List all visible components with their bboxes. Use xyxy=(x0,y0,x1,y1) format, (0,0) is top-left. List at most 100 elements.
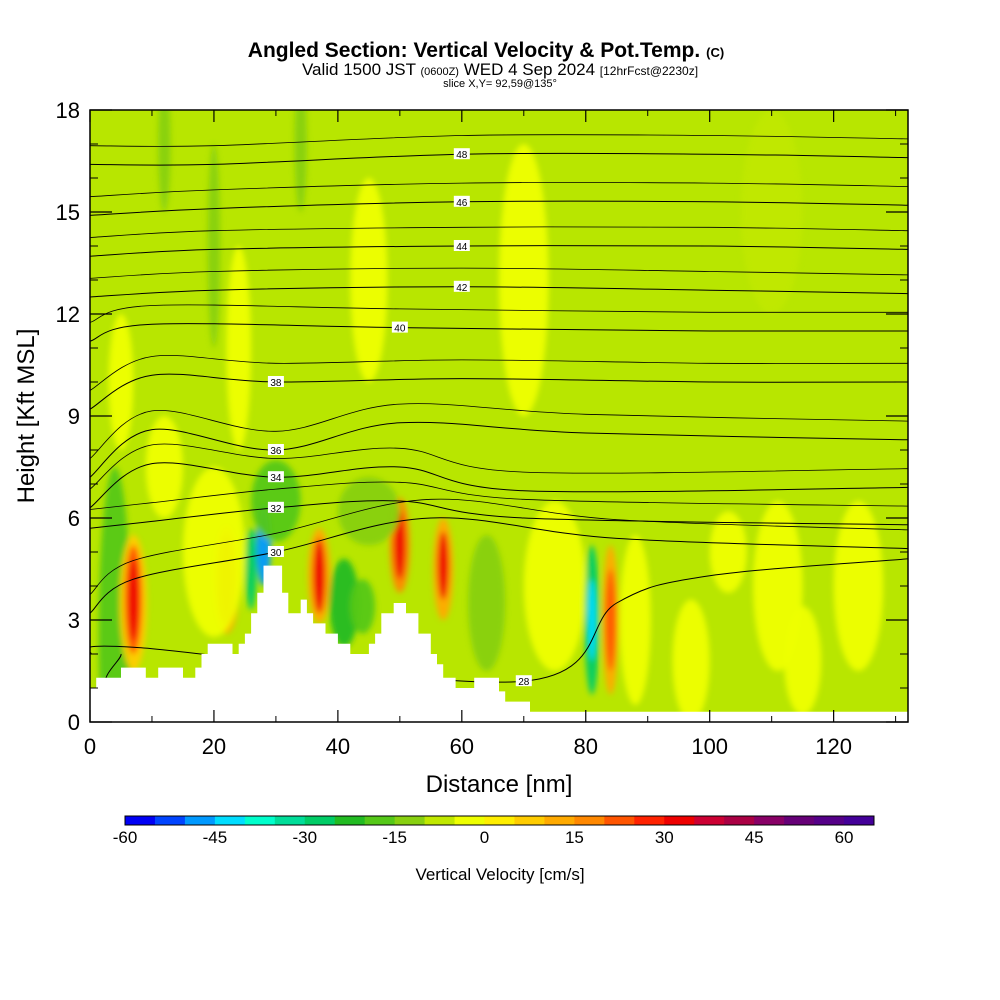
colorbar-swatch xyxy=(394,816,426,825)
theta-contour-line xyxy=(90,226,908,238)
y-tick-label: 12 xyxy=(56,302,80,327)
theta-contour-label: 44 xyxy=(456,242,468,253)
theta-contour-label: 36 xyxy=(270,446,282,457)
velocity-cell xyxy=(108,314,134,450)
theta-contour-label: 32 xyxy=(270,504,282,515)
theta-contour-line xyxy=(90,267,908,279)
theta-label-bg xyxy=(267,376,284,387)
theta-label-bg xyxy=(267,444,284,455)
x-axis: 0 20 40 60 80 100 120 xyxy=(84,110,897,759)
theta-label-bg xyxy=(453,280,470,292)
colorbar-tick-label: 15 xyxy=(565,828,584,847)
velocity-cell xyxy=(740,110,803,314)
colorbar-swatch xyxy=(814,816,845,825)
theta-contour-line xyxy=(90,134,908,147)
colorbar-swatch xyxy=(604,816,635,825)
velocity-field-cells xyxy=(98,110,884,722)
colorbar-swatch xyxy=(214,816,246,825)
theta-contour-label: 28 xyxy=(518,677,530,688)
theta-label-bg xyxy=(267,471,284,483)
colorbar-swatch xyxy=(574,816,605,825)
velocity-cell xyxy=(337,477,400,546)
velocity-cell xyxy=(587,579,597,661)
colorbar-swatch xyxy=(334,816,366,825)
theta-contour-label: 40 xyxy=(394,324,406,335)
velocity-cell xyxy=(226,246,252,450)
velocity-cell xyxy=(784,606,822,716)
theta-contour-line xyxy=(90,403,908,459)
velocity-cell xyxy=(833,501,884,671)
velocity-cell xyxy=(329,558,359,648)
theta-label-bg xyxy=(515,675,532,687)
colorbar-swatch xyxy=(484,816,515,825)
theta-contour-line xyxy=(90,421,908,478)
plot-area: 262830323436384042444648 xyxy=(90,110,908,722)
colorbar-tick-label: 60 xyxy=(835,828,854,847)
chart-valid-line: Valid 1500 JST (0600Z) WED 4 Sep 2024 [1… xyxy=(302,60,698,79)
x-tick-label: 20 xyxy=(202,734,226,759)
colorbar-swatch xyxy=(844,816,875,825)
velocity-cell xyxy=(350,178,388,382)
x-tick-label: 60 xyxy=(450,734,474,759)
theta-contour-line xyxy=(90,304,908,323)
theta-contour-line xyxy=(90,500,908,529)
colorbar-swatch xyxy=(244,816,276,825)
colorbar-tick-label: -60 xyxy=(113,828,138,847)
theta-label-bg xyxy=(391,321,408,333)
colorbar-swatch xyxy=(125,816,156,825)
velocity-cell xyxy=(313,538,326,614)
theta-contour-line xyxy=(90,354,908,391)
colorbar-swatch xyxy=(454,816,486,825)
colorbar-swatch xyxy=(304,816,336,825)
theta-contour-line xyxy=(90,323,908,342)
velocity-cell xyxy=(158,110,171,212)
theta-label-bg xyxy=(267,546,284,557)
theta-contour-line xyxy=(90,517,908,614)
colorbar-swatch xyxy=(664,816,695,825)
terrain xyxy=(90,565,908,722)
colorbar-swatch xyxy=(544,816,575,825)
x-tick-label: 120 xyxy=(815,734,852,759)
velocity-cell xyxy=(251,460,301,542)
colorbar-swatch xyxy=(634,816,665,825)
theta-contour-label: 42 xyxy=(456,283,468,294)
velocity-cell xyxy=(709,511,747,593)
colorbar-tick-label: -15 xyxy=(382,828,407,847)
theta-contour-line xyxy=(90,481,908,510)
y-tick-label: 0 xyxy=(68,710,80,735)
theta-contour-label: 46 xyxy=(456,198,468,209)
colorbar-swatch xyxy=(364,816,396,825)
colorbar-tick-label: -30 xyxy=(292,828,317,847)
x-tick-label: 0 xyxy=(84,734,96,759)
theta-label-bg xyxy=(267,501,284,513)
velocity-cell xyxy=(245,528,257,610)
theta-label-bg xyxy=(453,148,470,160)
colorbar xyxy=(124,815,875,826)
velocity-cell xyxy=(605,569,616,671)
colorbar-tick-label: 45 xyxy=(745,828,764,847)
x-tick-label: 40 xyxy=(326,734,350,759)
y-tick-label: 6 xyxy=(68,506,80,531)
theta-label-bg xyxy=(453,195,470,207)
colorbar-tick-label: 30 xyxy=(655,828,674,847)
velocity-cell xyxy=(350,579,376,634)
x-tick-label: 80 xyxy=(574,734,598,759)
velocity-cell xyxy=(182,467,245,637)
y-tick-label: 15 xyxy=(56,200,80,225)
velocity-cell xyxy=(523,501,586,671)
x-tick-label: 100 xyxy=(691,734,728,759)
velocity-cell xyxy=(98,467,131,722)
theta-contour-line xyxy=(90,182,908,198)
colorbar-swatch xyxy=(184,816,216,825)
theta-contour-label: 34 xyxy=(270,473,282,484)
chart-title: Angled Section: Vertical Velocity & Pot.… xyxy=(248,39,724,62)
colorbar-swatch xyxy=(724,816,755,825)
x-axis-label: Distance [nm] xyxy=(426,771,573,798)
velocity-cell xyxy=(499,144,549,416)
theta-contour-label: 30 xyxy=(270,548,282,559)
colorbar-swatch xyxy=(694,816,725,825)
colorbar-swatch xyxy=(784,816,815,825)
theta-contour-line xyxy=(90,498,908,595)
